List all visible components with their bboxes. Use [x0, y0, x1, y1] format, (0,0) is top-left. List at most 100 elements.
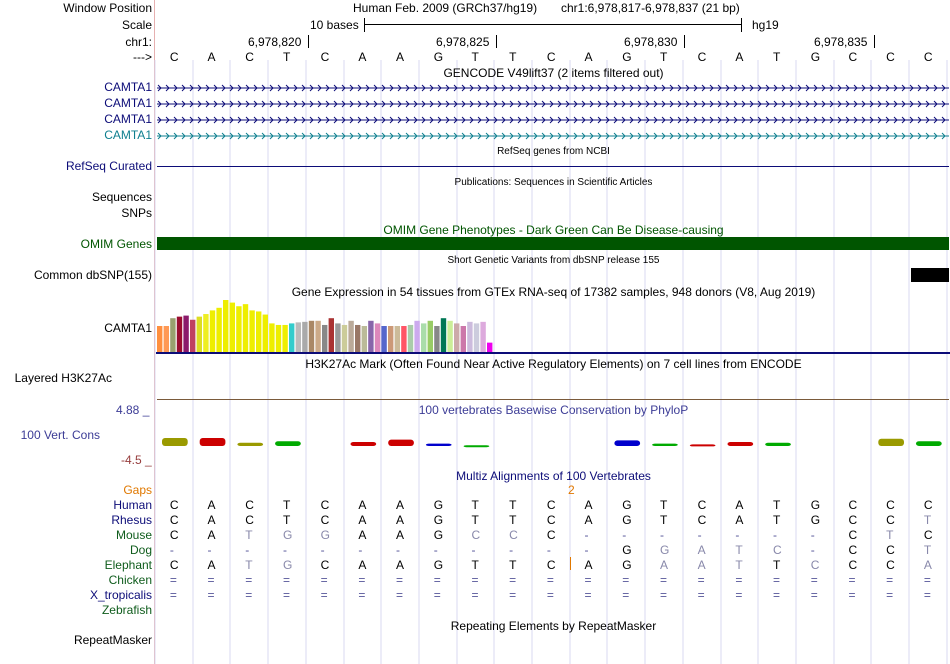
phylop-track-label[interactable]: 100 Vert. Cons — [20, 428, 100, 442]
strand-arrow — [493, 100, 498, 108]
strand-arrow — [613, 100, 618, 108]
strand-arrow — [701, 84, 706, 92]
gtex-tissue-bar — [341, 324, 348, 352]
gencode-track-title[interactable]: GENCODE V49lift37 (2 items filtered out) — [443, 66, 664, 80]
alignment-base: C — [886, 543, 895, 557]
base-letter: T — [282, 50, 291, 64]
alignment-base: = — [659, 588, 667, 602]
alignment-base: A — [396, 528, 405, 542]
species-label[interactable]: Elephant — [104, 558, 152, 572]
strand-arrow — [437, 84, 442, 92]
species-label[interactable]: X_tropicalis — [89, 588, 152, 602]
strand-arrow — [645, 116, 650, 124]
gencode-gene-features[interactable] — [156, 80, 950, 144]
species-label[interactable]: Mouse — [115, 528, 152, 542]
strand-arrow — [533, 84, 538, 92]
species-label[interactable]: Dog — [129, 543, 152, 557]
strand-arrow — [781, 132, 786, 140]
strand-arrow — [205, 116, 210, 124]
strand-arrow — [597, 84, 602, 92]
alignment-base: G — [622, 498, 632, 512]
alignment-base: C — [546, 558, 556, 572]
strand-arrow — [165, 84, 170, 92]
alignment-base: = — [584, 573, 592, 587]
strand-arrow — [293, 100, 298, 108]
strand-arrow — [725, 84, 730, 92]
strand-arrow — [693, 116, 698, 124]
strand-arrow — [565, 100, 570, 108]
gencode-track-label-4[interactable]: CAMTA1 — [104, 128, 152, 142]
species-label[interactable]: Chicken — [108, 573, 152, 587]
strand-arrow — [693, 84, 698, 92]
strand-arrow — [509, 132, 514, 140]
dbsnp-track-label[interactable]: Common dbSNP(155) — [33, 268, 152, 282]
h3k27ac-baseline — [157, 399, 949, 400]
alignment-base: G — [622, 558, 632, 572]
phylop-score-glyph — [652, 443, 678, 446]
chrom-label: chr1: — [125, 35, 152, 49]
publications-snps-label[interactable]: SNPs — [121, 206, 152, 220]
strand-arrow — [597, 100, 602, 108]
gencode-track-label-1[interactable]: CAMTA1 — [104, 80, 152, 94]
strand-arrow — [605, 116, 610, 124]
omim-track-label[interactable]: OMIM Genes — [80, 237, 152, 251]
strand-arrow — [477, 84, 482, 92]
strand-arrow — [293, 132, 298, 140]
gtex-tissue-bar — [328, 318, 334, 352]
strand-arrow — [501, 84, 506, 92]
strand-arrow — [301, 132, 306, 140]
strand-arrow — [845, 132, 850, 140]
strand-arrow — [813, 100, 818, 108]
alignment-base: T — [245, 558, 253, 572]
strand-arrow — [245, 116, 250, 124]
gtex-track-label[interactable]: CAMTA1 — [104, 321, 152, 335]
strand-arrow — [885, 100, 890, 108]
species-label[interactable]: Human — [113, 498, 152, 512]
phylop-conservation-logo[interactable] — [156, 428, 950, 468]
strand-arrow — [213, 100, 218, 108]
species-label[interactable]: Zebrafish — [101, 603, 152, 617]
refseq-track-label[interactable]: RefSeq Curated — [65, 159, 152, 173]
strand-arrow — [405, 132, 410, 140]
strand-arrow — [869, 100, 874, 108]
scale-bar — [364, 24, 741, 25]
strand-arrow — [285, 84, 290, 92]
omim-gene-bar[interactable] — [157, 237, 949, 250]
strand-arrow — [941, 100, 946, 108]
strand-arrow — [877, 132, 882, 140]
strand-arrow — [181, 100, 186, 108]
strand-arrow — [549, 84, 554, 92]
multiz-gaps-label[interactable]: Gaps — [123, 483, 152, 497]
alignment-base: = — [735, 573, 743, 587]
strand-arrow — [789, 132, 794, 140]
strand-arrow — [573, 132, 578, 140]
strand-arrow — [757, 132, 762, 140]
gtex-expression-chart[interactable] — [156, 298, 950, 354]
gtex-tissue-bar — [236, 306, 242, 352]
alignment-base: - — [169, 543, 174, 557]
alignment-base: C — [320, 558, 330, 572]
strand-arrow — [445, 116, 450, 124]
gencode-track-label-3[interactable]: CAMTA1 — [104, 112, 152, 126]
strand-arrow — [333, 100, 338, 108]
strand-arrow — [253, 132, 258, 140]
strand-arrow — [285, 116, 290, 124]
alignment-base: = — [169, 573, 177, 587]
strand-arrow — [805, 132, 810, 140]
strand-arrow — [205, 84, 210, 92]
gencode-track-label-2[interactable]: CAMTA1 — [104, 96, 152, 110]
h3k27ac-track-label[interactable]: Layered H3K27Ac — [14, 371, 112, 385]
refseq-gene-line[interactable] — [157, 166, 949, 167]
strand-arrow — [853, 100, 858, 108]
strand-arrow — [725, 100, 730, 108]
repeatmasker-track-label[interactable]: RepeatMasker — [73, 633, 152, 647]
base-letter: T — [659, 50, 668, 64]
strand-arrow — [701, 132, 706, 140]
base-letter: A — [358, 50, 367, 64]
strand-arrow — [685, 84, 690, 92]
species-label[interactable]: Rhesus — [111, 513, 152, 527]
strand-arrow — [309, 100, 314, 108]
publications-sequences-label[interactable]: Sequences — [91, 190, 152, 204]
alignment-base: = — [358, 573, 366, 587]
dbsnp-variant-block[interactable] — [911, 268, 949, 282]
